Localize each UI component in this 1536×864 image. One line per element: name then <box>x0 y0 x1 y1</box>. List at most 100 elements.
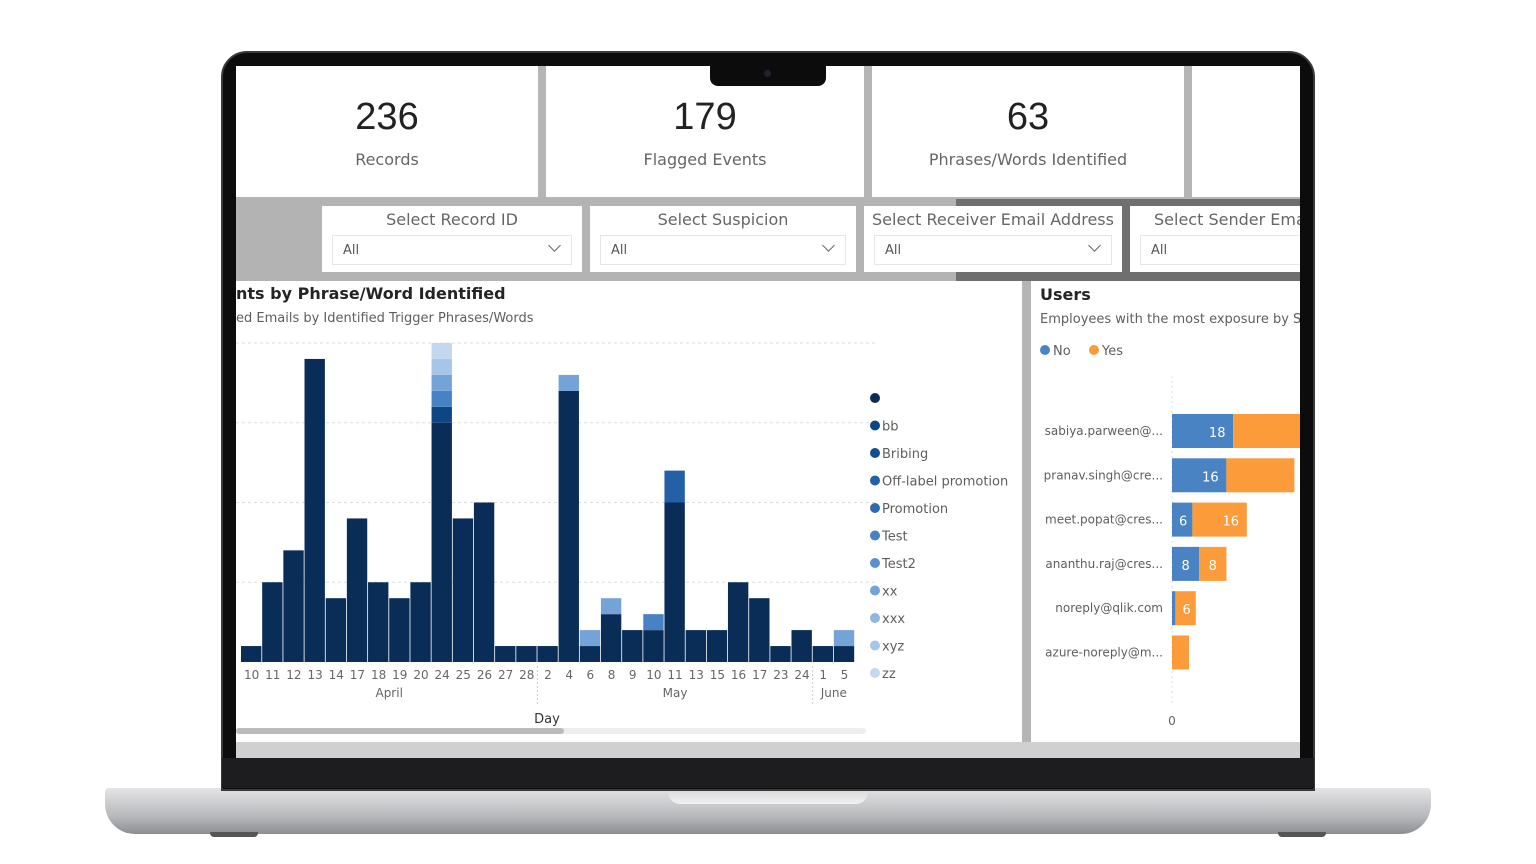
kpi-card-records: 236 Records <box>236 66 538 197</box>
legend-marker <box>870 668 880 678</box>
data-label: 8 <box>1209 559 1217 574</box>
bar-segment <box>579 630 601 647</box>
kpi-value: 63 <box>1006 96 1050 138</box>
dropdown-value: All <box>611 243 628 258</box>
bar-segment <box>516 646 537 662</box>
legend-marker <box>870 393 880 403</box>
legend-marker <box>870 558 880 568</box>
laptop-foot <box>1278 832 1326 837</box>
y-category-label: meet.popat@cres... <box>1045 513 1163 527</box>
data-label: 16 <box>1223 515 1240 530</box>
bar-segment <box>1175 591 1196 626</box>
bar-segment <box>664 470 685 503</box>
bar-segment <box>1172 546 1200 581</box>
y-category-label: azure-noreply@m... <box>1045 646 1163 660</box>
legend-label: No <box>1053 344 1071 359</box>
legend-marker <box>870 613 880 623</box>
bar-segment <box>431 406 452 423</box>
legend-marker <box>1040 345 1050 355</box>
bar-segment <box>495 646 516 662</box>
bar-segment <box>410 582 431 662</box>
legend-label: bb <box>882 420 899 435</box>
x-tick-label: 27 <box>498 668 513 682</box>
bar-segment <box>1226 458 1295 493</box>
kpi-label: Phrases/Words Identified <box>928 150 1128 169</box>
bar-segment <box>1199 546 1227 581</box>
x-tick-label: 19 <box>392 668 407 682</box>
bar-segment <box>812 646 834 662</box>
bar-segment <box>622 630 643 662</box>
slicer-receiver-email: Select Receiver Email Address All <box>864 206 1122 272</box>
bar-segment <box>431 374 452 391</box>
chevron-down-icon <box>822 239 835 252</box>
bar-segment <box>431 358 452 375</box>
phrase-chart-panel: nts by Phrase/Word Identified ed Emails … <box>236 281 1022 742</box>
data-label: 16 <box>1202 470 1219 485</box>
bar-segment <box>1172 635 1189 670</box>
legend-label: Bribing <box>882 447 928 462</box>
chart-subtitle: ed Emails by Identified Trigger Phrases/… <box>236 311 534 326</box>
kpi-value: 179 <box>673 96 737 138</box>
chart-subtitle: Employees with the most exposure by Sus <box>1040 312 1300 327</box>
slicer-title: Select Suspicion <box>657 210 789 229</box>
bar-segment <box>833 646 855 662</box>
legend-marker <box>870 585 880 596</box>
x-tick-label: 11 <box>667 668 682 682</box>
x-tick-label: 17 <box>350 668 365 682</box>
slicer-sender-email: Select Sender Email All <box>1130 206 1300 272</box>
bar-segment <box>431 422 452 662</box>
laptop-chin <box>222 758 1314 788</box>
legend-label: Off-label promotion <box>882 475 1008 490</box>
bar-segment <box>1233 414 1300 448</box>
x-tick-label: 16 <box>731 668 746 682</box>
slicer-record-id: Select Record ID All <box>322 206 582 272</box>
laptop-foot <box>210 832 258 837</box>
kpi-value: 236 <box>355 96 419 138</box>
slicer-suspicion: Select Suspicion All <box>590 206 856 272</box>
bar-segment <box>473 502 495 662</box>
bar-segment <box>600 598 622 615</box>
legend-label: xyz <box>882 640 904 655</box>
x-tick-label: 9 <box>629 668 637 682</box>
x-tick-label: 26 <box>477 668 492 682</box>
bar-segment <box>537 646 558 662</box>
bar-segment <box>241 646 262 662</box>
chevron-down-icon <box>548 239 561 252</box>
bar-segment <box>389 598 410 662</box>
suspicion-dropdown[interactable]: All <box>600 235 846 265</box>
data-label: 6 <box>1182 603 1190 618</box>
users-chart-panel: Users Employees with the most exposure b… <box>1031 281 1300 742</box>
x-tick-label: 2 <box>544 668 552 682</box>
legend-marker <box>1089 345 1099 355</box>
record-id-dropdown[interactable]: All <box>332 235 572 265</box>
bar-segment <box>833 630 855 647</box>
x-tick-label: 12 <box>286 668 301 682</box>
bar-segment <box>558 390 579 662</box>
scrollbar-thumb[interactable] <box>236 728 564 734</box>
receiver-email-dropdown[interactable]: All <box>874 235 1112 265</box>
legend-label: xx <box>882 585 898 600</box>
bar-segment <box>283 550 304 662</box>
legend-marker <box>870 503 880 513</box>
chevron-down-icon <box>1088 239 1101 252</box>
x-tick-label: 13 <box>307 668 322 682</box>
x-tick-label: 17 <box>752 668 767 682</box>
legend-label: Yes <box>1101 344 1123 359</box>
bar-segment <box>558 374 579 391</box>
bar-segment <box>346 518 368 662</box>
y-category-label: pranav.singh@cre... <box>1044 468 1163 482</box>
dropdown-value: All <box>1151 243 1168 258</box>
y-category-label: ananthu.raj@cres... <box>1045 557 1163 571</box>
legend-marker <box>870 448 880 458</box>
x-tick-label: 10 <box>244 668 259 682</box>
x-tick-label: 0 <box>1168 714 1176 728</box>
sender-email-dropdown[interactable]: All <box>1140 235 1300 265</box>
x-tick-label: 28 <box>519 668 534 682</box>
legend-label: Promotion <box>882 502 948 517</box>
x-tick-label: 18 <box>371 668 386 682</box>
bar-segment <box>1172 591 1176 626</box>
bar-segment <box>1172 502 1193 537</box>
legend-marker <box>870 640 880 651</box>
kpi-label: Records <box>355 150 419 169</box>
legend-label: Test2 <box>881 557 916 572</box>
